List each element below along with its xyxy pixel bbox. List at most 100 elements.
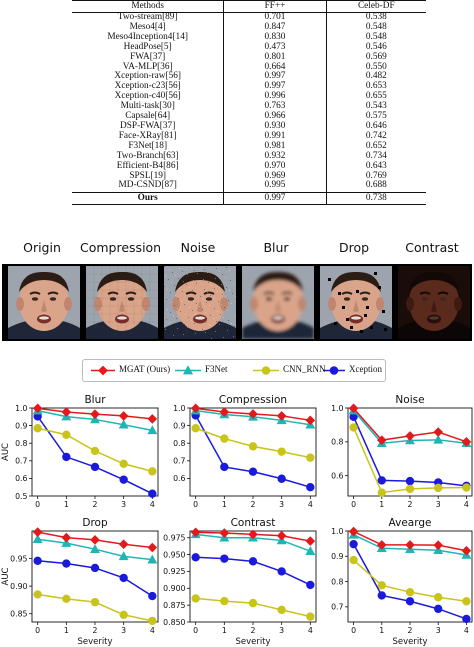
ours-method-cell: Ours <box>137 192 158 203</box>
data-point <box>61 532 72 543</box>
legend-marker <box>182 365 194 375</box>
ffpp-score-cell: 0.664 <box>223 62 327 73</box>
table-row: Efficient-B4[86] 0.970 0.643 <box>72 161 426 172</box>
data-point <box>32 527 43 537</box>
y-tick-label: 0.7 <box>15 457 27 466</box>
x-tick-label: 1 <box>64 626 69 635</box>
data-point <box>377 476 386 485</box>
data-point <box>33 556 42 565</box>
data-point <box>248 598 258 608</box>
celebdf-score-cell: 0.538 <box>325 12 426 23</box>
x-tick-label: 3 <box>279 500 284 509</box>
ffpp-score-cell: 0.996 <box>223 91 327 103</box>
data-point <box>433 434 444 444</box>
method-cell: Face-XRay[81] <box>118 130 177 141</box>
legend-markers <box>91 365 345 376</box>
x-tick-label: 4 <box>150 500 155 509</box>
chart-panel-compression: Compression 0.6 0.7 0.8 0.9 1.0 0 1 2 3 4 <box>173 394 317 509</box>
y-tick-label: 1.0 <box>331 404 343 413</box>
data-point <box>462 483 471 492</box>
celebdf-score-cell: 0.569 <box>325 52 426 63</box>
chart-panel-contrast: Contrast 0.850 0.875 0.900 0.925 0.950 0.975 0 1… <box>163 517 317 647</box>
face-image-origin <box>8 266 80 339</box>
data-point <box>191 553 200 562</box>
data-point <box>90 414 100 424</box>
data-point <box>377 488 386 497</box>
ffpp-score-cell: 0.801 <box>223 52 327 63</box>
data-point <box>305 546 316 556</box>
celebdf-score-cell: 0.742 <box>325 131 426 142</box>
data-point <box>306 483 315 492</box>
data-point <box>220 596 229 606</box>
ours-celebdf-cell: 0.738 <box>325 192 426 205</box>
data-point <box>434 593 443 602</box>
celebdf-score-cell: 0.543 <box>325 101 426 113</box>
table-row: Xception-raw[56] 0.997 0.482 <box>72 71 426 83</box>
y-tick-label: 1.0 <box>15 404 27 413</box>
ffpp-score-cell: 0.981 <box>223 141 327 152</box>
table-row: Xception-c40[56] 0.996 0.655 <box>72 91 426 103</box>
celebdf-score-cell: 0.548 <box>325 32 426 43</box>
x-axis-label: Severity <box>235 637 270 647</box>
celebdf-score-cell: 0.769 <box>325 171 426 182</box>
celebdf-score-cell: 0.646 <box>325 121 426 132</box>
y-tick-label: 0.6 <box>173 474 185 483</box>
method-cell: Xception-raw[56] <box>114 71 181 82</box>
ffpp-score-cell: 0.969 <box>223 171 327 182</box>
y-tick-label: 0.850 <box>163 618 185 627</box>
x-axis-label: Severity <box>392 637 427 647</box>
table-row: MD-CSND[87] 0.995 0.688 <box>72 180 426 193</box>
legend-marker <box>261 366 271 375</box>
ffpp-score-cell: 0.847 <box>223 22 327 33</box>
x-axis-label: Severity <box>77 637 112 647</box>
data-point <box>219 528 230 538</box>
celebdf-score-cell: 0.688 <box>325 180 426 193</box>
data-point <box>405 597 415 606</box>
data-point <box>191 424 200 433</box>
data-point <box>248 529 258 540</box>
data-point <box>62 452 71 462</box>
data-point <box>220 434 229 443</box>
legend-label-cnn-rnn: CNN_RNN <box>283 364 326 374</box>
perturbation-label-noise: Noise <box>180 240 216 255</box>
x-tick-label: 4 <box>308 500 313 509</box>
ours-ffpp-cell: 0.997 <box>223 192 327 205</box>
ffpp-score-cell: 0.930 <box>223 121 327 132</box>
data-point <box>118 551 129 561</box>
data-point <box>461 545 472 556</box>
data-point <box>277 474 286 483</box>
data-point <box>119 573 128 583</box>
data-point <box>191 594 200 603</box>
data-point <box>148 616 157 626</box>
y-axis-label: AUC <box>1 443 11 461</box>
y-tick-label: 0.6 <box>15 474 27 483</box>
table-row: FWA[37] 0.801 0.569 <box>72 52 426 63</box>
data-point <box>90 544 100 553</box>
ffpp-score-cell: 0.997 <box>223 72 327 83</box>
y-tick-label: 0.95 <box>10 554 27 563</box>
table-row: Two-stream[89] 0.701 0.538 <box>72 12 426 23</box>
data-point <box>148 591 157 601</box>
column-header-celebdf: Celeb-DF <box>325 0 426 13</box>
data-point <box>119 459 128 468</box>
ffpp-score-cell: 0.763 <box>223 101 327 113</box>
data-point <box>61 407 72 417</box>
celebdf-score-cell: 0.550 <box>325 62 426 73</box>
chart-title: Contrast <box>231 517 276 529</box>
face-image-contrast <box>398 266 470 339</box>
x-tick-label: 0 <box>193 500 198 509</box>
ffpp-score-cell: 0.991 <box>223 131 327 142</box>
y-tick-label: 0.6 <box>331 471 343 480</box>
data-point <box>220 462 229 472</box>
x-tick-label: 0 <box>351 626 356 635</box>
data-point <box>349 423 358 432</box>
y-tick-label: 0.8 <box>331 577 343 586</box>
data-point <box>190 527 201 538</box>
x-tick-label: 0 <box>35 626 40 635</box>
x-tick-label: 2 <box>408 626 413 635</box>
y-tick-label: 0.950 <box>163 550 185 559</box>
data-point <box>248 409 258 419</box>
table-row: SPSL[19] 0.969 0.769 <box>72 171 426 182</box>
data-point <box>462 597 471 606</box>
method-cell: Xception-c40[56] <box>114 91 181 102</box>
